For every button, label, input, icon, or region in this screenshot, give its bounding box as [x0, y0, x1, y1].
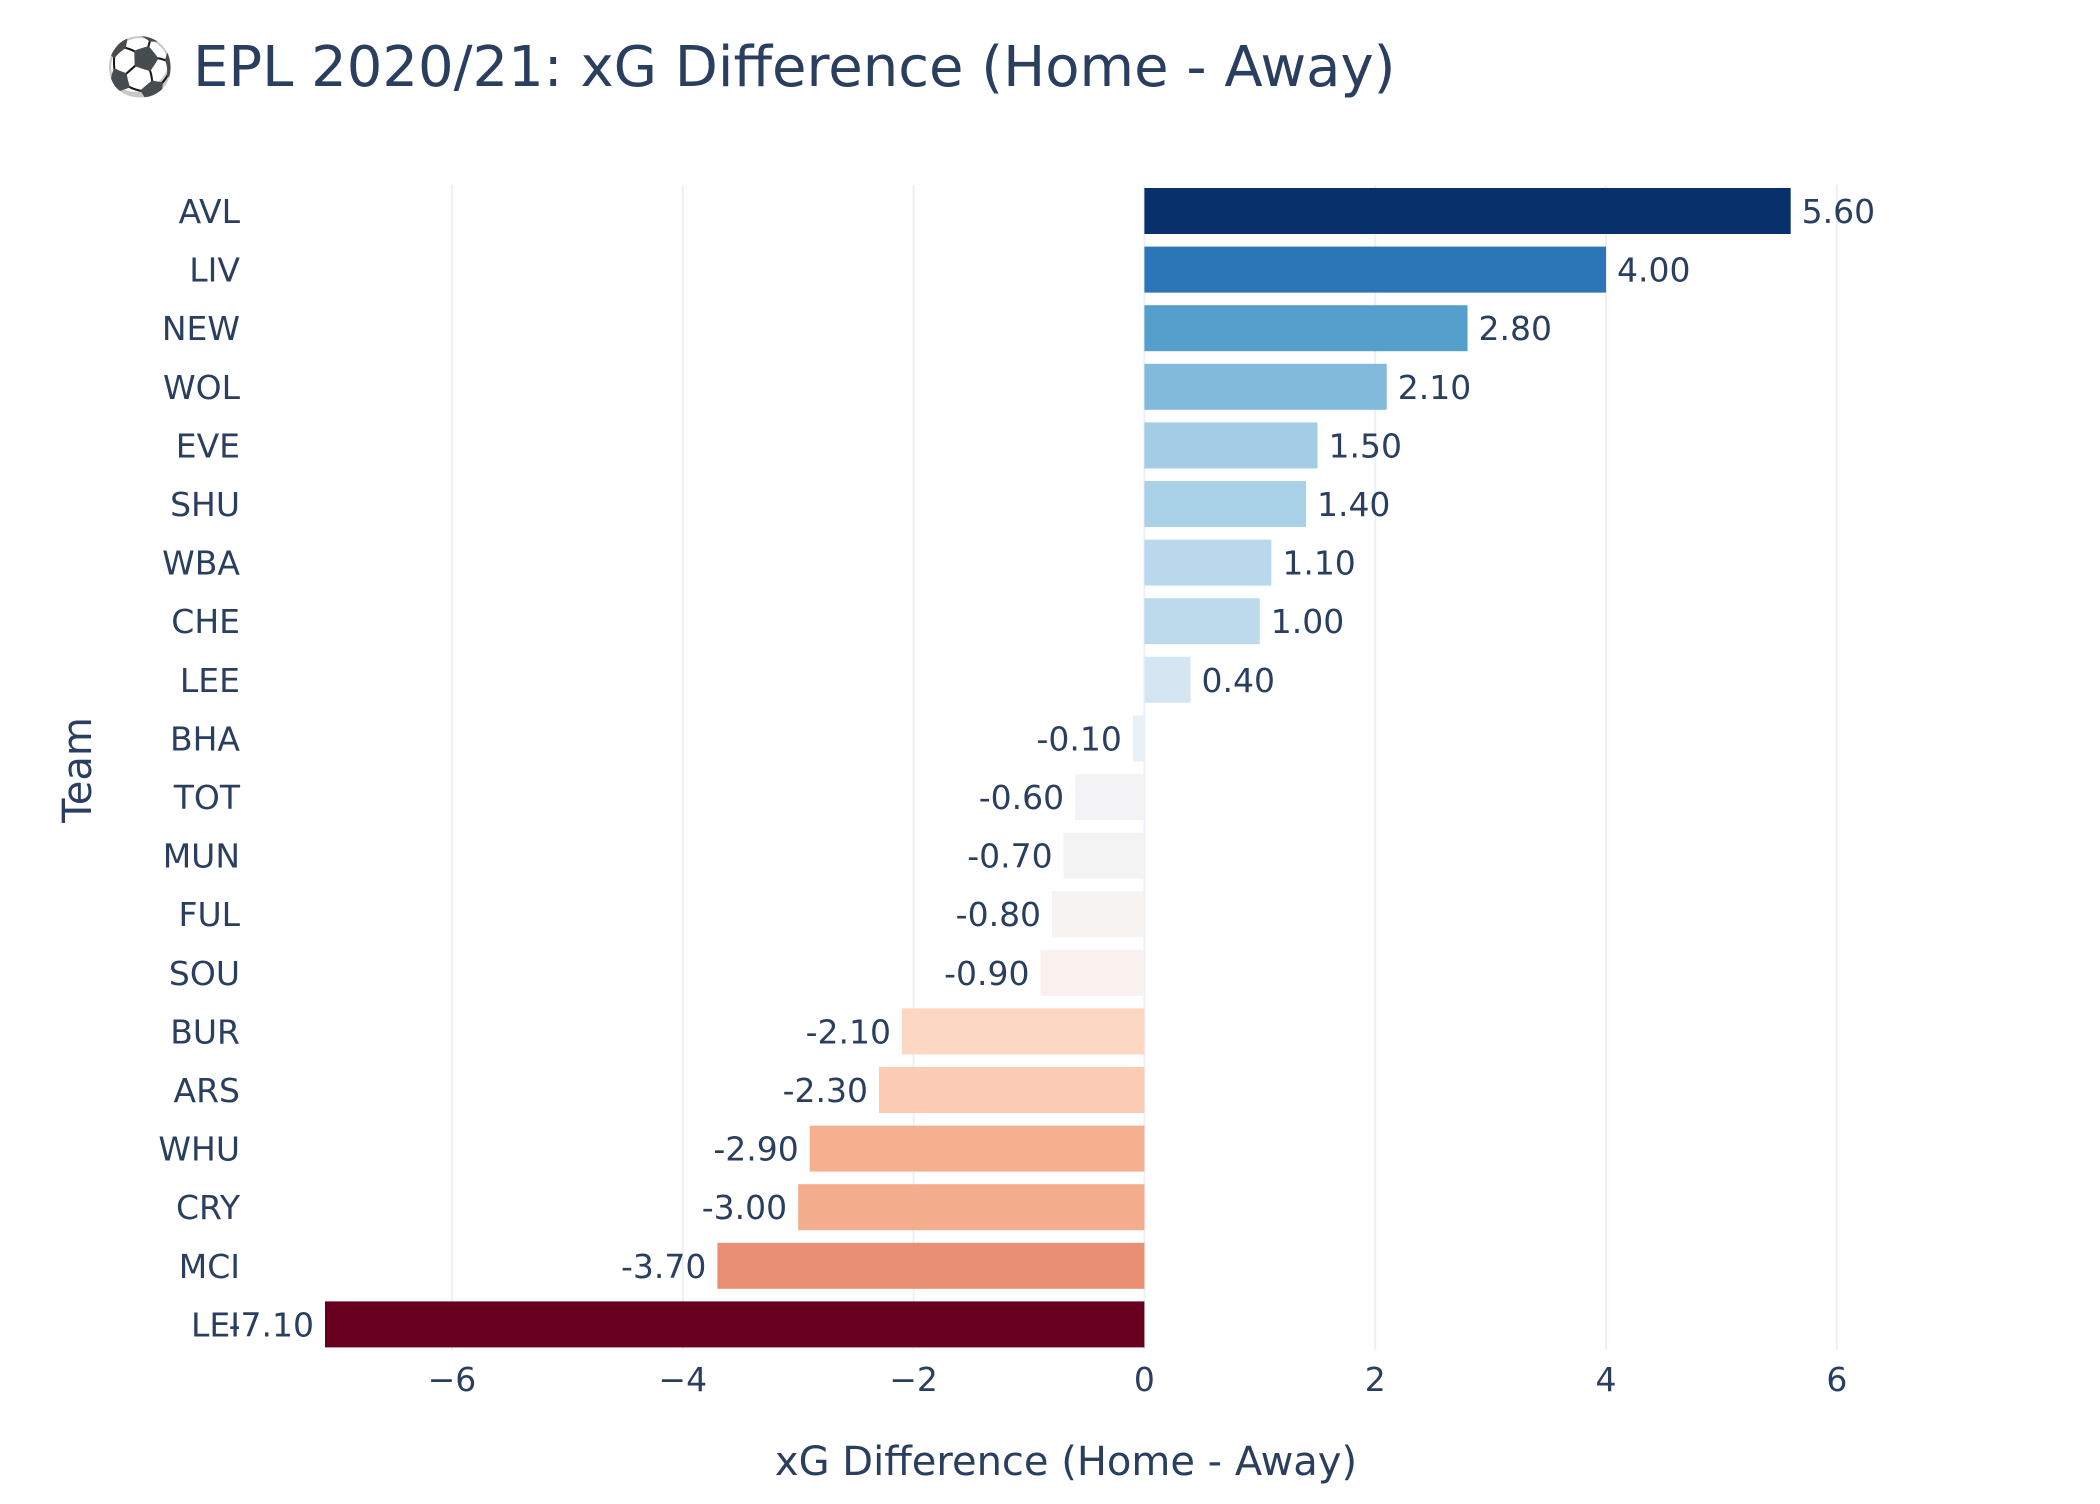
category-label: CHE — [171, 602, 240, 641]
value-label: -0.10 — [1036, 719, 1121, 758]
bar-cry — [798, 1184, 1145, 1231]
value-label: 2.10 — [1398, 368, 1471, 407]
category-label: SHU — [170, 485, 240, 524]
value-label: 0.40 — [1202, 661, 1275, 700]
x-tick-label: −6 — [428, 1360, 477, 1399]
value-label: 4.00 — [1617, 251, 1690, 290]
bar-shu — [1144, 481, 1306, 527]
bars — [325, 188, 1791, 1348]
value-label: -7.10 — [229, 1305, 314, 1344]
category-label: WOL — [163, 368, 241, 407]
x-tick-label: 4 — [1596, 1360, 1617, 1399]
x-tick-label: 6 — [1826, 1360, 1847, 1399]
value-label: -3.00 — [702, 1188, 787, 1227]
category-label: LIV — [189, 251, 240, 290]
x-tick-label: −4 — [658, 1360, 707, 1399]
category-label: TOT — [173, 778, 241, 817]
category-label: MCI — [179, 1247, 240, 1286]
bar-mci — [717, 1242, 1145, 1289]
x-axis-title: xG Difference (Home - Away) — [775, 1439, 1357, 1485]
chart-title: ⚽ EPL 2020/21: xG Difference (Home - Awa… — [103, 35, 1395, 100]
value-label: 2.80 — [1479, 309, 1552, 348]
value-label: 1.10 — [1282, 544, 1355, 583]
value-label: -3.70 — [621, 1247, 706, 1286]
bar-liv — [1144, 246, 1607, 293]
soccer-ball-icon: ⚽ — [103, 35, 175, 100]
value-label: -2.30 — [783, 1071, 868, 1110]
bar-bha — [1132, 715, 1145, 762]
chart-title-text: EPL 2020/21: xG Difference (Home - Away) — [193, 35, 1395, 100]
bar-mun — [1063, 832, 1145, 879]
bar-ars — [878, 1067, 1145, 1113]
x-axis-ticks: −6 −4 −2 0 2 4 6 — [428, 1360, 1848, 1399]
value-label: -0.70 — [967, 837, 1052, 876]
bar-eve — [1144, 422, 1318, 469]
value-label: -0.90 — [944, 954, 1029, 993]
x-tick-label: −2 — [889, 1360, 938, 1399]
bar-new — [1144, 305, 1468, 352]
value-label: -0.60 — [979, 778, 1064, 817]
category-label: WHU — [158, 1130, 240, 1169]
x-tick-label: 2 — [1365, 1360, 1386, 1399]
category-label: BUR — [170, 1012, 240, 1051]
bar-whu — [809, 1125, 1145, 1172]
bar-ful — [1052, 891, 1145, 938]
bar-lei — [325, 1301, 1145, 1348]
gridlines — [450, 185, 1838, 1350]
bar-tot — [1075, 774, 1145, 820]
value-labels: 5.60 4.00 2.802.10 1.50 1.40 1.10 1.00 0.40 -0.1… — [229, 192, 1876, 1344]
value-label: 1.40 — [1317, 485, 1390, 524]
bar-wol — [1144, 363, 1387, 410]
category-labels: AVL LIV NEW WOL EVE SHU WBA CHE LEE BHA TOT MUN FUL S… — [158, 192, 240, 1344]
value-label: 5.60 — [1802, 192, 1875, 231]
bar-bur — [902, 1008, 1145, 1055]
value-label: -0.80 — [956, 895, 1041, 934]
category-label: BHA — [170, 719, 240, 758]
category-label: EVE — [176, 426, 240, 465]
bar-avl — [1144, 188, 1791, 234]
bar-wba — [1144, 539, 1272, 586]
value-label: -2.10 — [806, 1012, 891, 1051]
category-label: AVL — [179, 192, 241, 231]
category-label: LEI — [191, 1305, 240, 1344]
bar-sou — [1040, 949, 1145, 996]
category-label: FUL — [178, 895, 240, 934]
category-label: MUN — [163, 837, 240, 876]
category-label: CRY — [176, 1188, 241, 1227]
category-label: LEE — [180, 661, 240, 700]
x-tick-label: 0 — [1134, 1360, 1155, 1399]
bar-lee — [1144, 656, 1191, 703]
bar-che — [1144, 598, 1260, 645]
value-label: 1.00 — [1271, 602, 1344, 641]
category-label: SOU — [169, 954, 240, 993]
category-label: NEW — [162, 309, 240, 348]
value-label: 1.50 — [1329, 426, 1402, 465]
value-label: -2.90 — [713, 1130, 798, 1169]
category-label: WBA — [162, 544, 240, 583]
category-label: ARS — [174, 1071, 240, 1110]
y-axis-title: Team — [55, 717, 101, 824]
